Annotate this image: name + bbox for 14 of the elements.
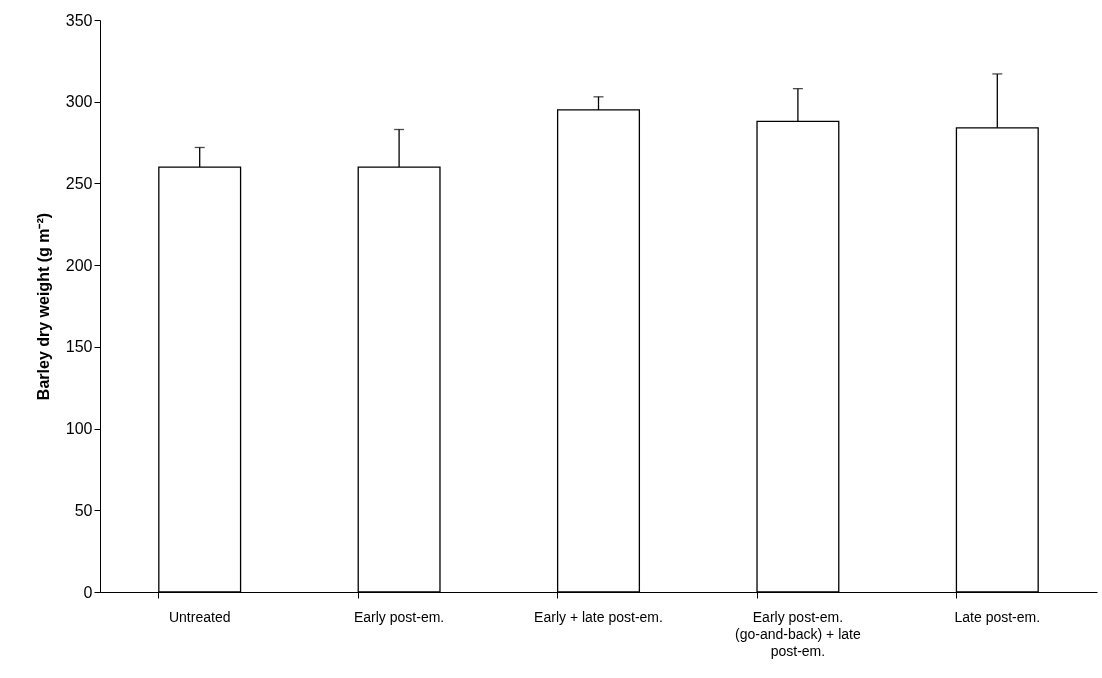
y-tick-label: 350 [65,11,93,29]
y-tick-label: 150 [65,338,93,356]
y-tick-label: 100 [65,420,93,438]
y-tick-label: 300 [65,93,93,111]
y-tick-label: 250 [65,174,93,192]
y-axis-title: Barley dry weight (g m⁻²) [34,212,52,401]
x-tick-label: Untreated [168,608,231,625]
y-tick-label: 0 [83,583,93,601]
y-tick-label: 50 [74,501,93,519]
x-tick-label: Early + late post-em. [534,608,663,625]
x-tick-label: Late post-em. [954,608,1041,625]
x-tick-label: Early post-em. (go-and-back) + late post-em. [735,608,861,659]
y-tick-label: 200 [65,256,93,274]
x-tick-label: Early post-em. [353,608,445,625]
